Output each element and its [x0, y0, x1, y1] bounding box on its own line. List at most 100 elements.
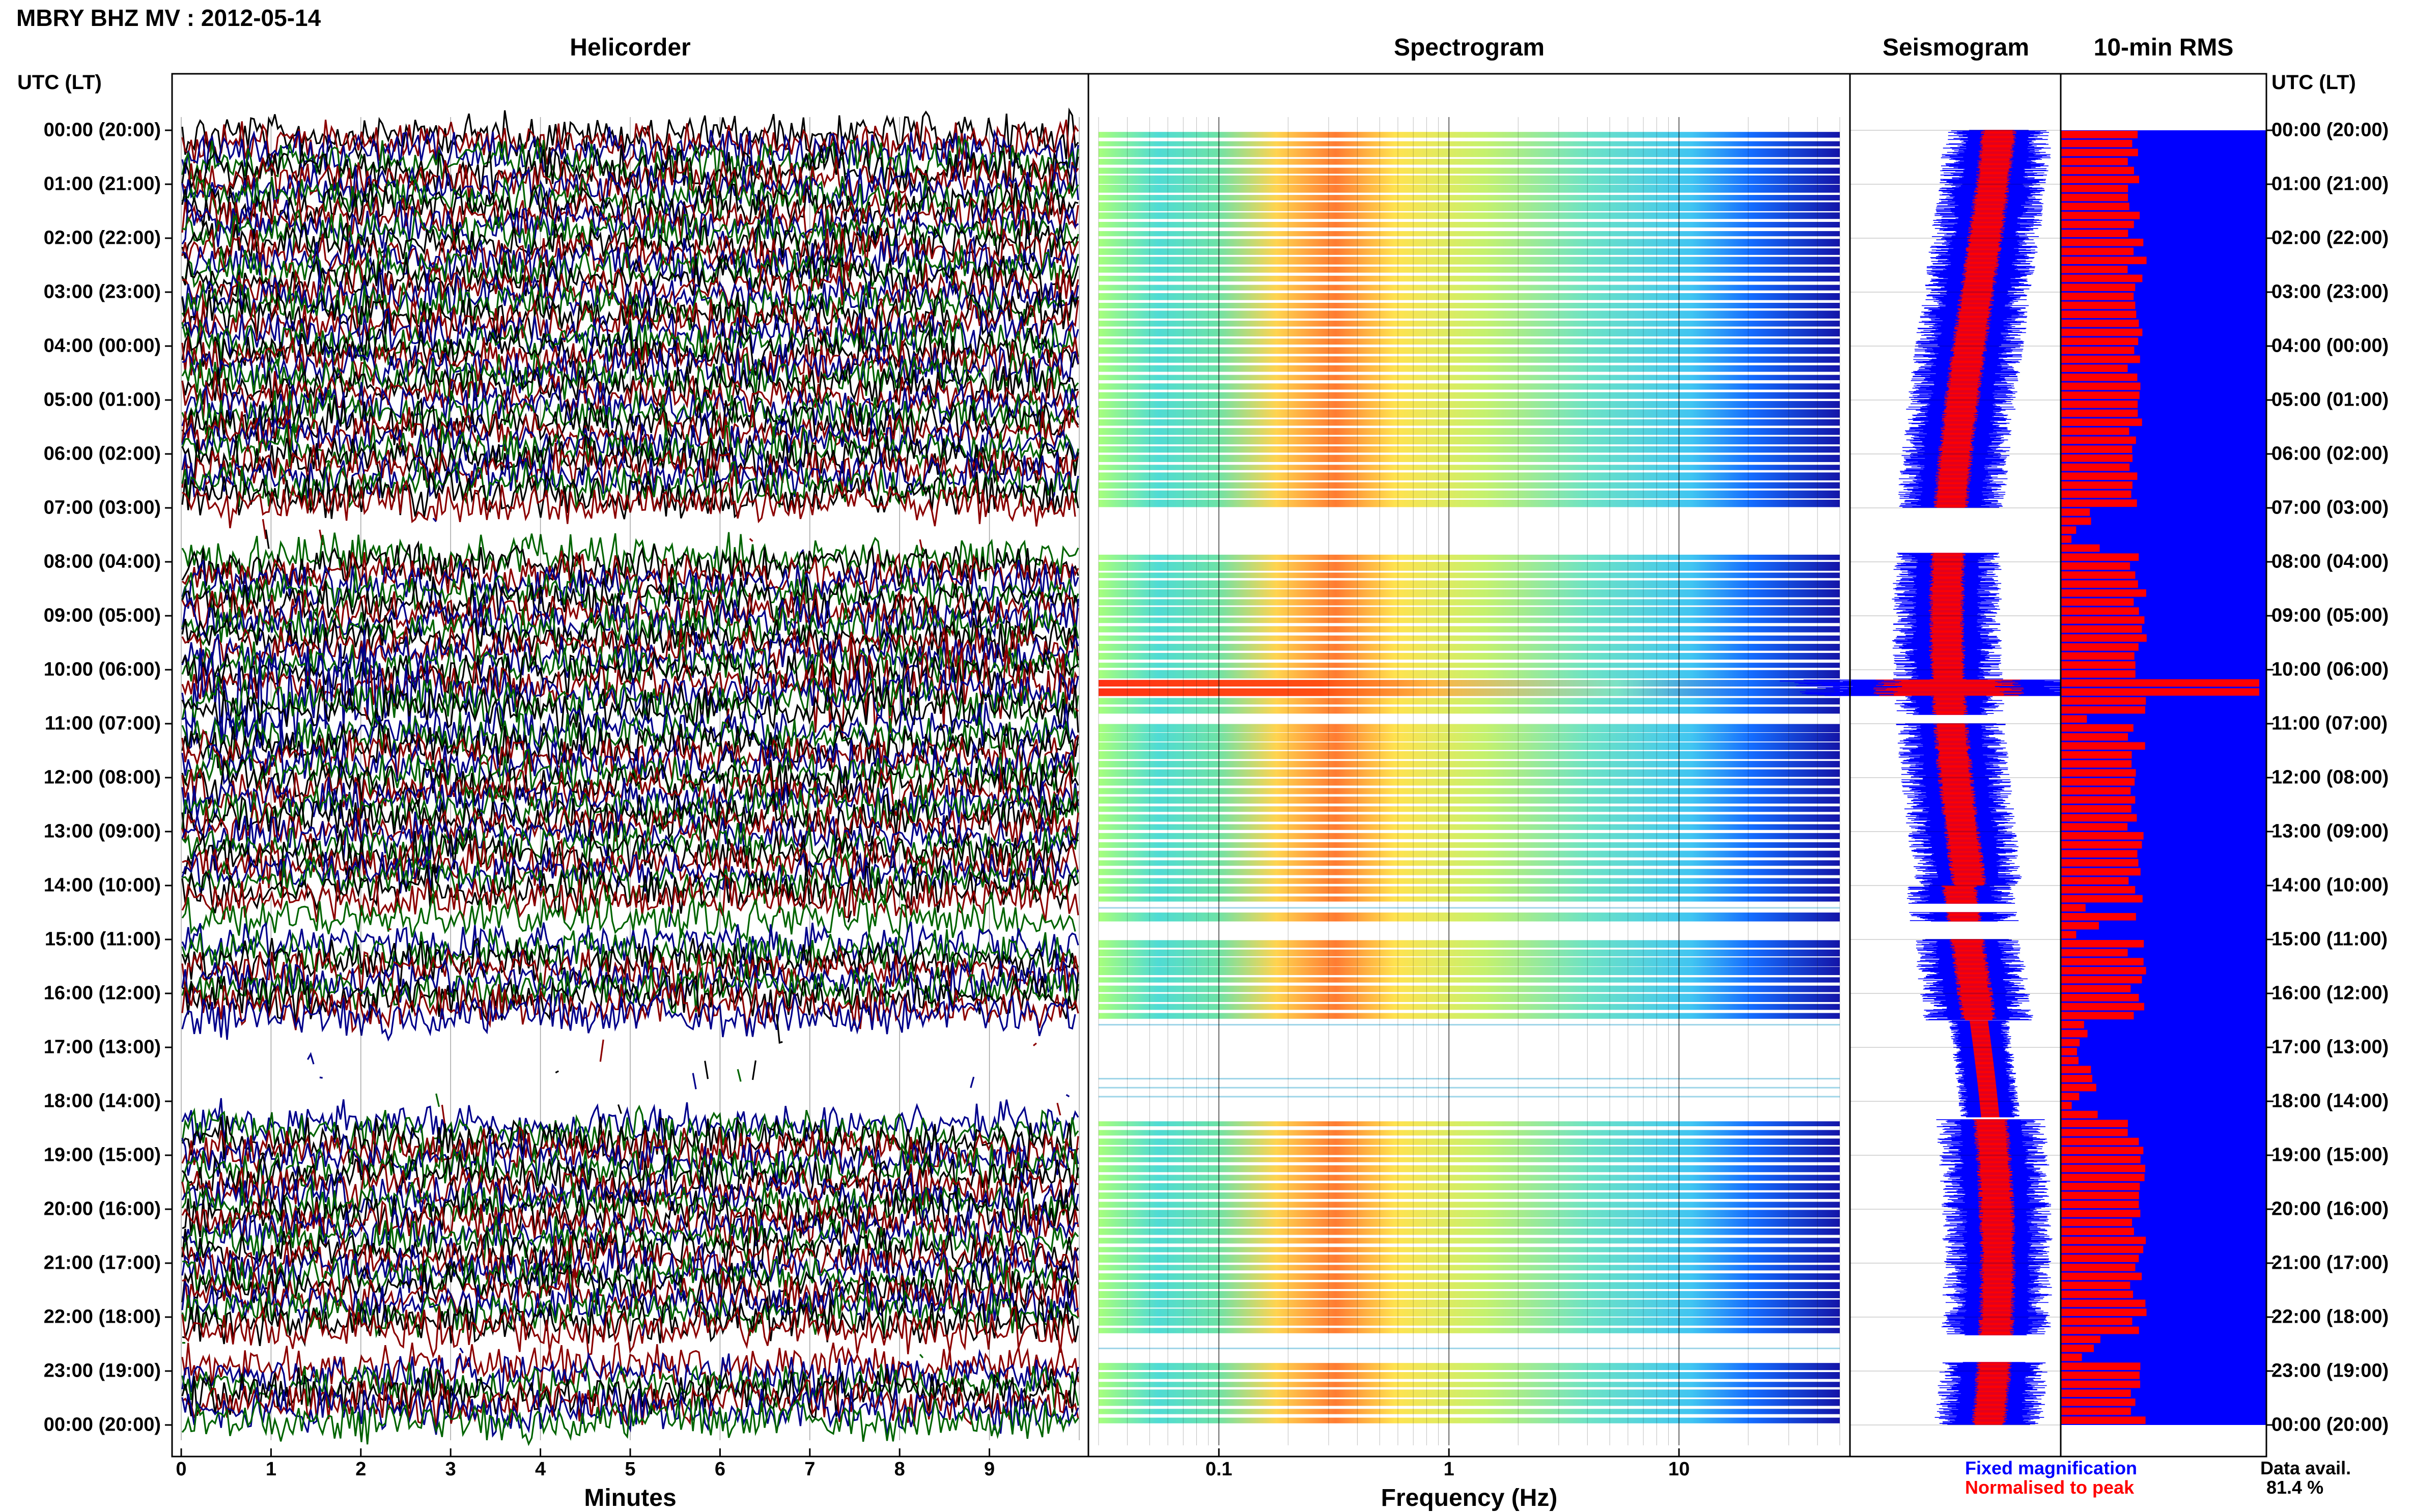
spectrogram-row [1099, 347, 1840, 354]
spectrogram-row [1099, 409, 1840, 417]
spectrogram-row [1099, 851, 1840, 858]
rms-bar [2061, 545, 2100, 552]
rms-bar [2061, 1021, 2084, 1029]
rms-bar [2061, 1075, 2092, 1082]
rms-bar [2061, 1210, 2140, 1217]
spectrogram-row [1099, 1229, 1840, 1235]
rms-bar [2061, 706, 2145, 714]
spectrogram-row [1099, 375, 1840, 380]
spectrogram-row [1099, 724, 1840, 733]
rms-bar [2061, 283, 2135, 291]
spectrogram-row [1099, 636, 1840, 641]
rms-bar [2061, 185, 2128, 192]
spectrogram-row [1099, 482, 1840, 489]
rms-bar [2061, 256, 2147, 264]
rms-bar [2061, 445, 2132, 453]
spectrogram-row [1099, 239, 1840, 246]
spectrogram-row [1099, 293, 1840, 300]
rms-bar [2061, 760, 2131, 768]
rms-bar [2061, 661, 2136, 669]
helicorder-trace [738, 1060, 1042, 1081]
helicorder-trace [307, 1053, 1006, 1065]
spectrogram-row [1099, 267, 1840, 273]
spectrogram-row [1099, 1254, 1840, 1263]
rms-bar [2061, 221, 2134, 229]
rms-bar [2061, 643, 2139, 651]
spectrogram-row [1099, 1147, 1840, 1155]
rms-bar [2061, 499, 2137, 507]
rms-bar [2061, 607, 2139, 615]
rms-bar [2061, 1111, 2098, 1119]
spectrogram-row [1099, 581, 1840, 588]
rms-bar [2061, 652, 2135, 660]
rms-bar [2061, 176, 2139, 183]
helicorder-trace [555, 1061, 1016, 1080]
rms-bar [2061, 293, 2134, 300]
spectrogram-row [1099, 1130, 1840, 1135]
rms-bar [2061, 697, 2146, 705]
rms-bar [2061, 1345, 2094, 1352]
rms-bar [2061, 356, 2140, 363]
rms-bar [2061, 1048, 2077, 1055]
rms-bar [2061, 1228, 2134, 1235]
rms-bar [2061, 347, 2134, 354]
rms-bar [2061, 437, 2136, 444]
rms-bar [2061, 823, 2127, 831]
rms-bar [2061, 491, 2131, 498]
spectrogram-row [1099, 626, 1840, 632]
rms-bar [2061, 1264, 2135, 1271]
rms-bar [2061, 1381, 2140, 1388]
rms-bar [2061, 427, 2129, 435]
rms-bar [2061, 859, 2138, 867]
spectrogram-panel [1099, 117, 1840, 1445]
rms-bar [2061, 401, 2138, 408]
spectrogram-row [1099, 707, 1840, 714]
rms-bar [2061, 230, 2128, 237]
rms-bar [2061, 310, 2136, 318]
spectrogram-row [1099, 168, 1840, 174]
rms-bar [2061, 958, 2144, 965]
rms-bar [2061, 994, 2139, 1002]
rms-bar [2061, 526, 2076, 534]
rms-bar [2061, 508, 2090, 516]
spectrogram-row [1099, 689, 1840, 696]
spectrogram-row [1099, 814, 1840, 821]
rms-bar [2061, 742, 2145, 750]
spectrogram-row [1099, 338, 1840, 345]
rms-bar [2061, 877, 2128, 885]
rms-bar [2061, 805, 2131, 813]
rms-bar [2061, 248, 2134, 255]
spectrogram-row [1099, 573, 1840, 578]
spectrogram-row [1099, 950, 1840, 956]
rms-bar [2061, 239, 2143, 246]
rms-bar [2061, 1354, 2082, 1361]
spectrogram-row [1099, 401, 1840, 408]
rms-bar [2061, 383, 2141, 390]
rms-bar [2061, 140, 2132, 148]
spectrogram-row [1099, 472, 1840, 480]
spectrogram-row [1099, 132, 1840, 137]
spectrogram-gap-line [1099, 1078, 1840, 1079]
spectrogram-row [1099, 1328, 1840, 1333]
rms-bar [2061, 886, 2135, 894]
rms-bar [2061, 769, 2136, 777]
spectrogram-row [1099, 977, 1840, 982]
spectrogram-row [1099, 1399, 1840, 1406]
rms-bar [2061, 796, 2135, 804]
rms-bar [2061, 1300, 2145, 1307]
rms-bar [2061, 598, 2134, 606]
helicorder-trace [600, 1040, 1048, 1064]
rms-bar [2061, 131, 2138, 138]
spectrogram-row [1099, 1372, 1840, 1379]
spectrogram-row [1099, 1175, 1840, 1180]
helicorder-trace [320, 1073, 1078, 1097]
rms-bar [2061, 572, 2135, 579]
rms-bar [2061, 1129, 2128, 1136]
spectrogram-row [1099, 212, 1840, 219]
rms-bar [2061, 724, 2134, 732]
spectrogram-row [1099, 1318, 1840, 1326]
rms-bar [2061, 679, 2259, 687]
rms-bar [2061, 580, 2138, 588]
spectrogram-row [1099, 465, 1840, 470]
helicorder-panel [181, 110, 1079, 1445]
